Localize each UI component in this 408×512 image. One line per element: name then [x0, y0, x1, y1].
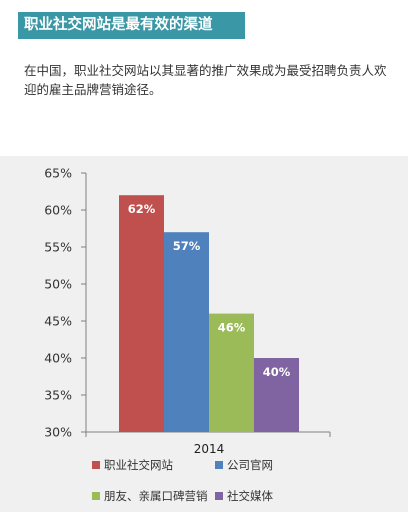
- y-tick-label: 60%: [44, 203, 72, 218]
- legend-swatch: [92, 492, 100, 500]
- bar-3: [209, 313, 254, 432]
- bar-1: [119, 195, 164, 432]
- legend-label: 朋友、亲属口碑营销: [104, 489, 208, 503]
- intro-text: 在中国，职业社交网站以其显著的推广效果成为最受招聘负责人欢迎的雇主品牌营销途径。: [24, 63, 387, 97]
- data-label: 62%: [128, 202, 156, 216]
- y-tick-label: 30%: [44, 425, 72, 440]
- data-label: 57%: [173, 239, 201, 253]
- y-tick-label: 40%: [44, 351, 72, 366]
- y-tick-label: 50%: [44, 277, 72, 292]
- chart-panel: 30% 35% 40% 45% 50% 55% 60% 65% 62% 57% 46% 40% 2014…: [0, 156, 408, 512]
- bar-chart: 30% 35% 40% 45% 50% 55% 60% 65% 62% 57% 46% 40% 2014…: [44, 166, 331, 503]
- y-tick-label: 65%: [44, 166, 72, 181]
- legend-swatch: [92, 461, 100, 469]
- y-tick-label: 45%: [44, 314, 72, 329]
- legend-label: 职业社交网站: [104, 458, 173, 472]
- y-tick-label: 55%: [44, 240, 72, 255]
- x-category-label: 2014: [194, 442, 225, 456]
- legend-label: 社交媒体: [227, 489, 273, 503]
- legend-label: 公司官网: [227, 458, 273, 472]
- legend-swatch: [215, 492, 223, 500]
- bar-4: [254, 358, 299, 432]
- legend-swatch: [215, 461, 223, 469]
- bar-2: [164, 232, 209, 432]
- y-tick-label: 35%: [44, 388, 72, 403]
- data-label: 40%: [263, 365, 291, 379]
- section-title: 职业社交网站是最有效的渠道: [18, 12, 245, 39]
- data-label: 46%: [218, 321, 246, 335]
